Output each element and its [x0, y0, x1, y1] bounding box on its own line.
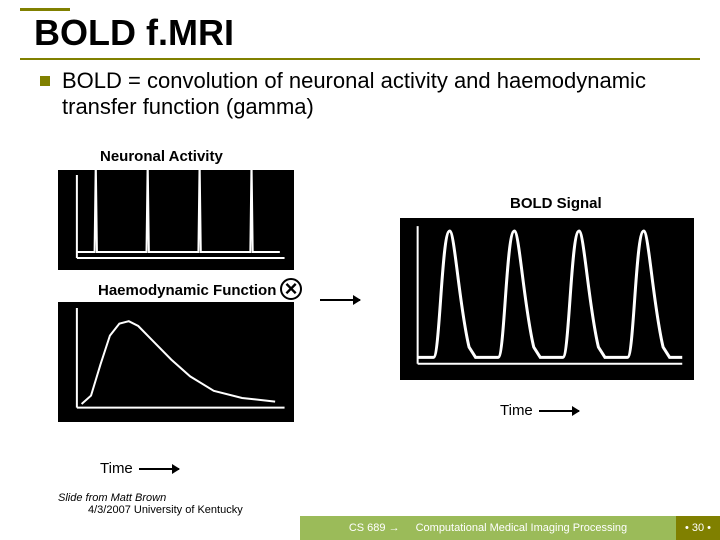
page-number: • 30 • [676, 516, 720, 540]
slide-title: BOLD f.MRI [34, 12, 234, 54]
footer-mid: CS 689 → Computational Medical Imaging P… [300, 516, 676, 540]
course-desc: Computational Medical Imaging Processing [416, 522, 628, 534]
arrow-right-icon [320, 288, 360, 306]
title-underline [20, 58, 700, 60]
haemodynamic-function-chart [58, 302, 294, 422]
bold-signal-chart [400, 218, 694, 380]
title-rule [20, 8, 70, 11]
footer-left [0, 516, 300, 540]
bold-signal-label: BOLD Signal [510, 195, 602, 212]
neuronal-activity-label: Neuronal Activity [100, 148, 223, 165]
haemodynamic-function-label: Haemodynamic Function [98, 282, 276, 299]
course-code: CS 689 → [349, 522, 400, 534]
footer: CS 689 → Computational Medical Imaging P… [0, 516, 720, 540]
arrow-right-icon [539, 410, 579, 412]
bullet-text: BOLD = convolution of neuronal activity … [62, 68, 662, 121]
source-credit: Slide from Matt Brown 4/3/2007 Universit… [58, 492, 243, 516]
date-university: 4/3/2007 University of Kentucky [88, 504, 243, 516]
time-label-right: Time [500, 402, 579, 419]
convolution-symbol-icon: × [280, 278, 302, 300]
slide: BOLD f.MRI BOLD = convolution of neurona… [0, 0, 720, 540]
bullet-item: BOLD = convolution of neuronal activity … [40, 68, 662, 121]
time-text: Time [500, 402, 533, 419]
neuronal-activity-chart [58, 170, 294, 270]
source-text: Slide from Matt Brown [58, 492, 166, 504]
time-label-left: Time [100, 460, 179, 477]
arrow-right-icon [139, 468, 179, 470]
time-text: Time [100, 460, 133, 477]
bullet-marker [40, 76, 50, 86]
